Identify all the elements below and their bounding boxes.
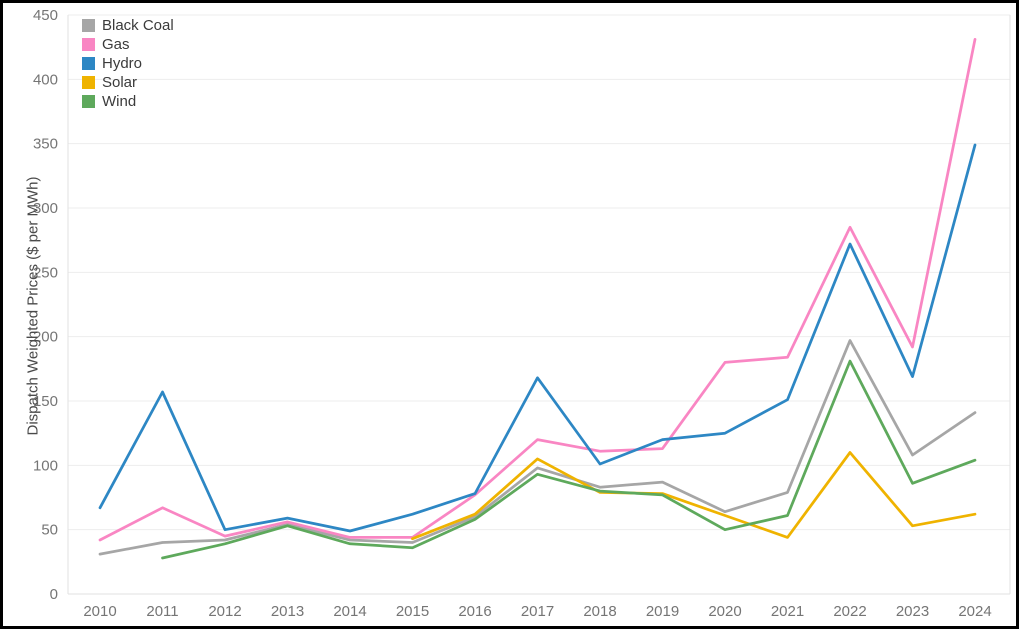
y-tick-label: 300 [33, 200, 58, 217]
x-tick-label: 2013 [271, 603, 304, 620]
legend-item-gas: Gas [82, 37, 174, 52]
legend: Black Coal Gas Hydro Solar Wind [82, 18, 174, 109]
legend-label: Black Coal [102, 17, 174, 34]
x-tick-label: 2023 [896, 603, 929, 620]
legend-item-wind: Wind [82, 94, 174, 109]
x-tick-label: 2019 [646, 603, 679, 620]
series-line-black-coal [98, 339, 977, 556]
x-tick-label: 2016 [458, 603, 491, 620]
x-tick-label: 2017 [521, 603, 554, 620]
legend-label: Gas [102, 36, 130, 53]
y-axis-title: Dispatch Weighted Prices ($ per MWh) [24, 176, 42, 436]
legend-item-hydro: Hydro [82, 56, 174, 71]
x-tick-label: 2020 [708, 603, 741, 620]
legend-swatch-icon [82, 57, 95, 70]
x-tick-label: 2022 [833, 603, 866, 620]
y-tick-label: 50 [41, 522, 58, 539]
legend-swatch-icon [82, 19, 95, 32]
x-tick-label: 2021 [771, 603, 804, 620]
y-tick-label: 250 [33, 264, 58, 281]
series-line-gas [98, 38, 977, 542]
x-tick-label: 2018 [583, 603, 616, 620]
x-tick-label: 2010 [83, 603, 116, 620]
y-tick-label: 0 [50, 586, 58, 603]
x-tick-label: 2012 [208, 603, 241, 620]
y-tick-label: 400 [33, 71, 58, 88]
legend-swatch-icon [82, 38, 95, 51]
series-line-solar [411, 451, 977, 541]
series-line-hydro [98, 143, 977, 533]
line-chart-plot-area: 0 50 100 150 200 250 300 350 400 450 2010 2011 2012 2… [33, 7, 1011, 620]
x-tick-label: 2014 [333, 603, 366, 620]
legend-item-solar: Solar [82, 75, 174, 90]
y-tick-label: 150 [33, 393, 58, 410]
legend-item-black-coal: Black Coal [82, 18, 174, 33]
y-tick-label: 450 [33, 7, 58, 24]
x-tick-label: 2011 [146, 603, 178, 620]
legend-swatch-icon [82, 76, 95, 89]
legend-label: Wind [102, 93, 137, 110]
x-tick-label: 2015 [396, 603, 429, 620]
x-tick-label: 2024 [958, 603, 991, 620]
legend-label: Solar [102, 74, 138, 91]
y-tick-label: 200 [33, 329, 58, 346]
y-tick-label: 350 [33, 136, 58, 153]
series-line-wind [161, 359, 977, 560]
y-tick-label: 100 [33, 457, 58, 474]
legend-swatch-icon [82, 95, 95, 108]
legend-label: Hydro [102, 55, 143, 72]
